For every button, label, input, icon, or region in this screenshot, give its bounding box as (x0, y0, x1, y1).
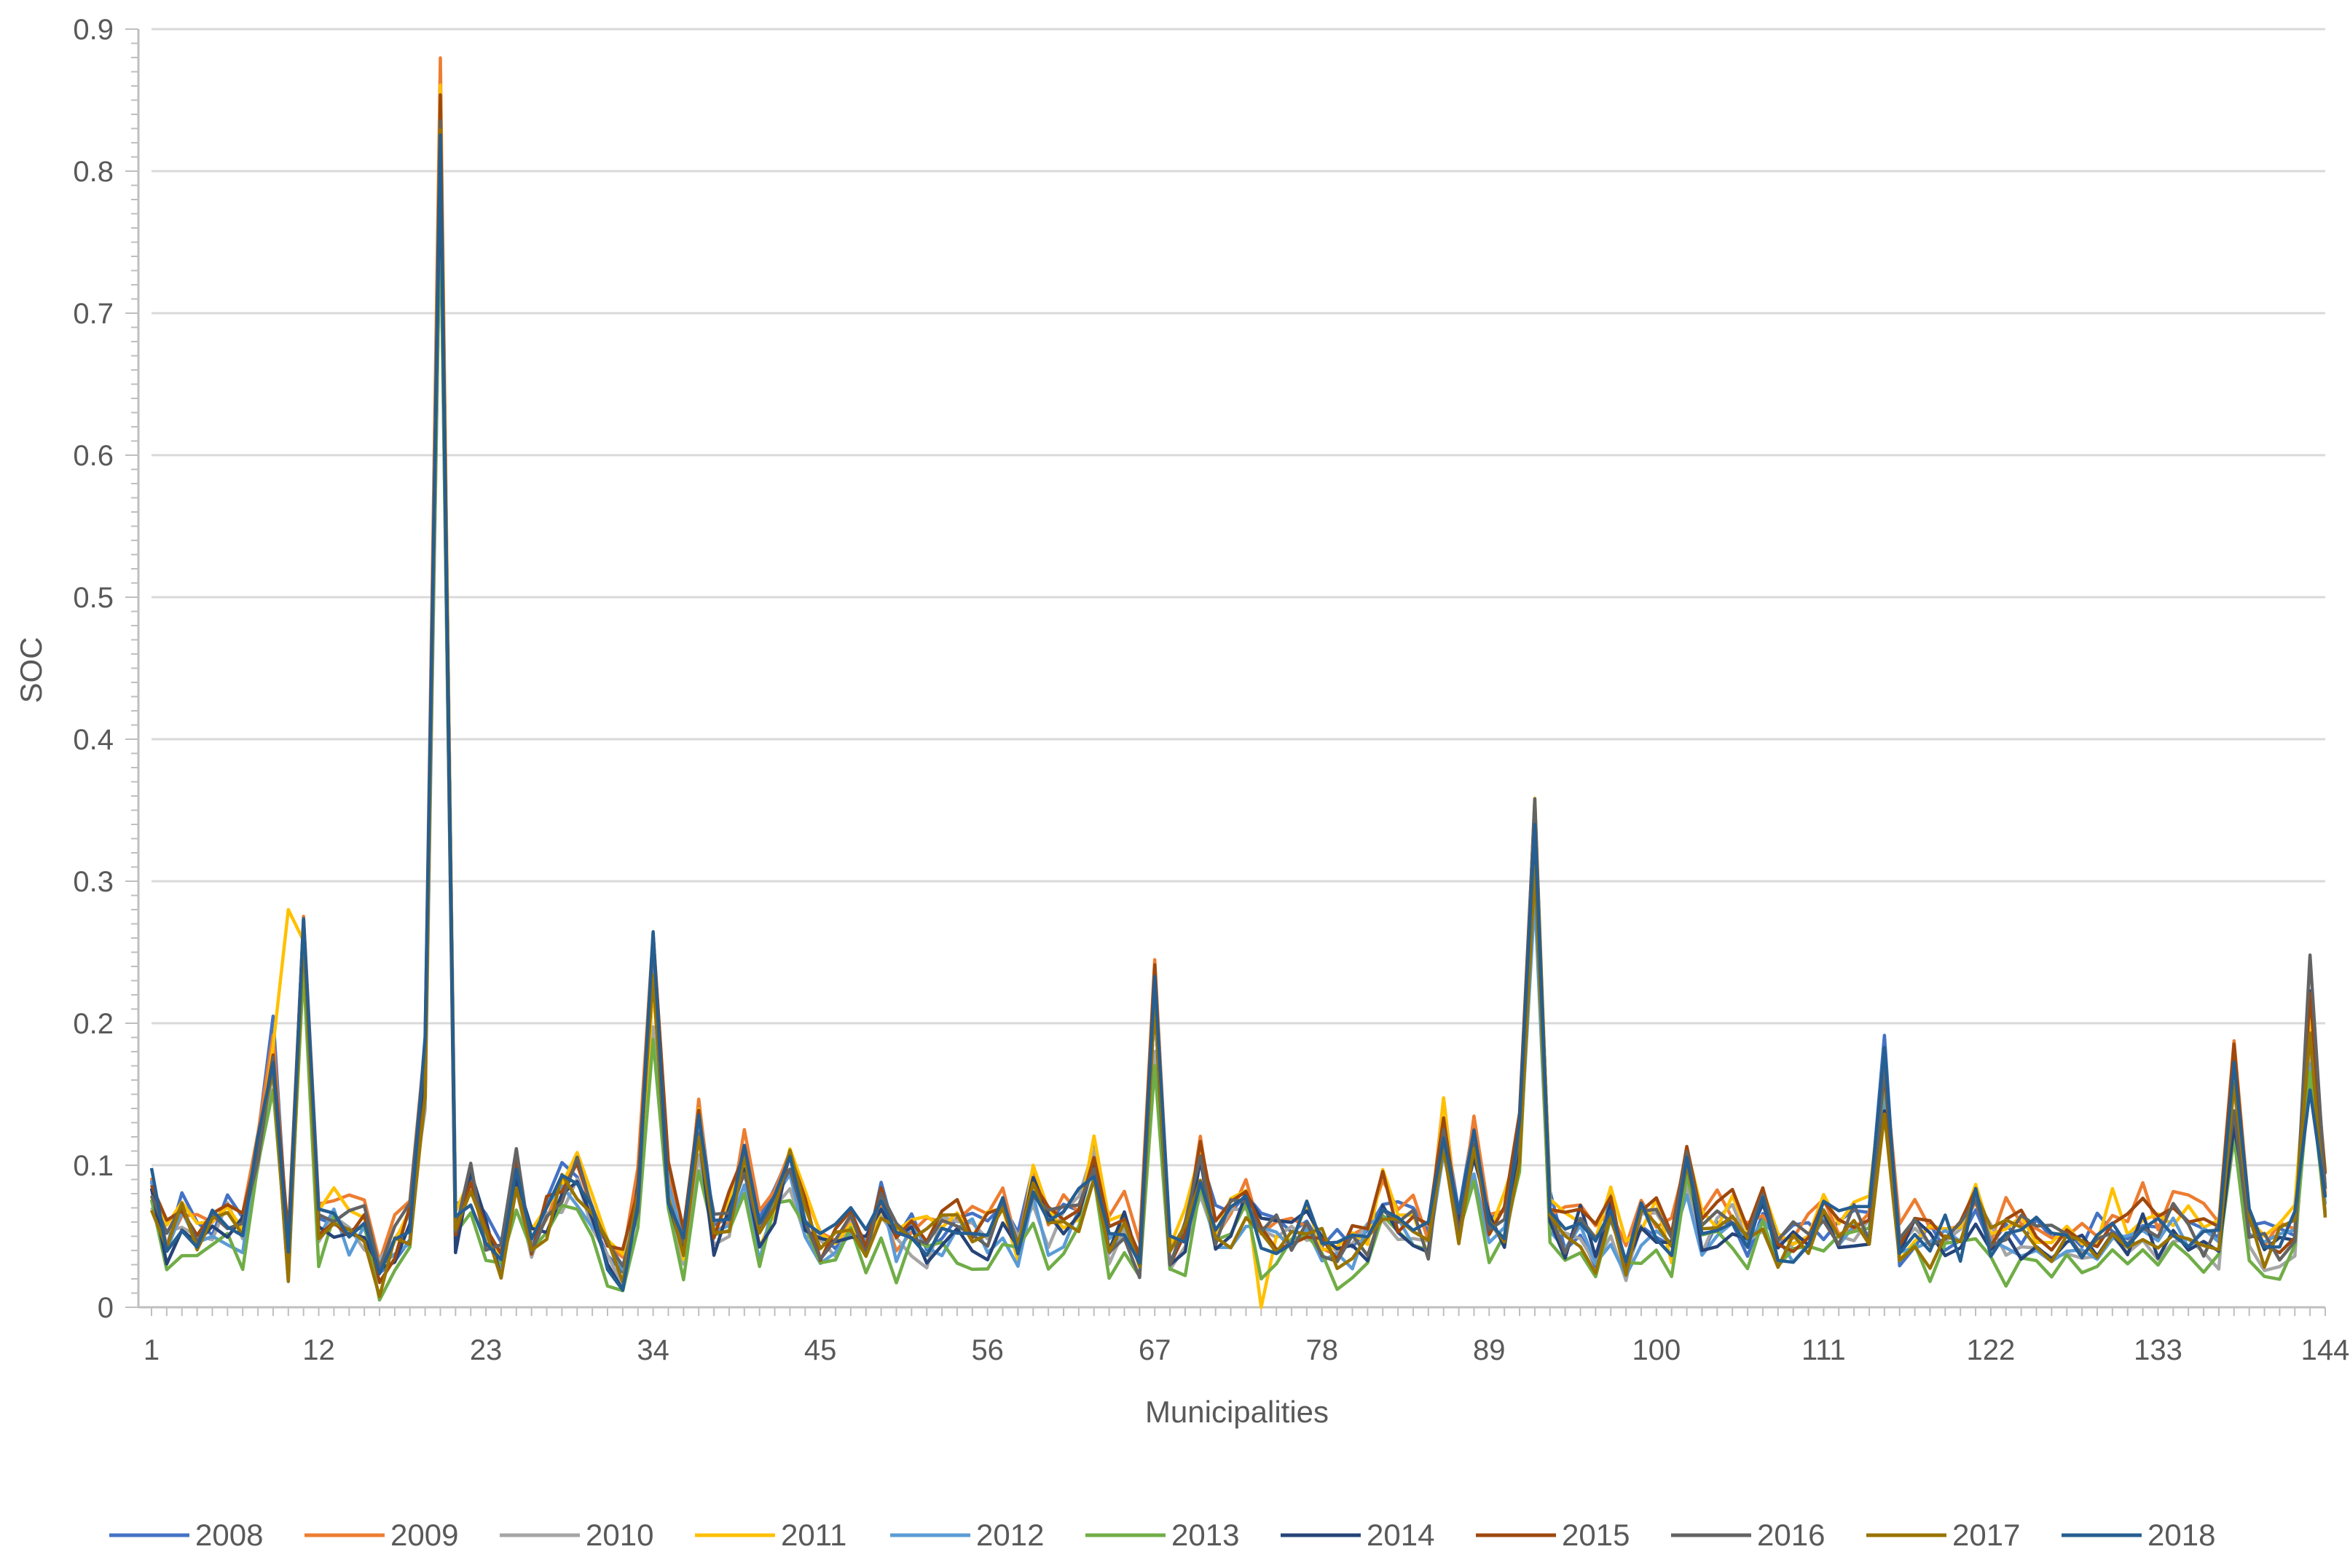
x-tick-label: 144 (2301, 1334, 2350, 1366)
series-line-2015 (149, 93, 2327, 1285)
x-tick-label: 23 (470, 1334, 503, 1366)
series-line-2016 (149, 119, 2327, 1280)
y-tick-label: 0.9 (73, 14, 114, 46)
x-tick-label: 56 (971, 1334, 1004, 1366)
series-line-2013 (149, 194, 2327, 1302)
y-tick-label: 0.5 (73, 582, 114, 614)
legend-label-2013: 2013 (1171, 1518, 1239, 1552)
series-line-2018 (149, 133, 2327, 1292)
tick-labels: 0 0.1 0.2 0.3 0.4 0.5 0.6 0.7 0.8 0.9 1 12 23 34 45 56 6… (73, 14, 2349, 1366)
legend-label-2017: 2017 (1952, 1518, 2020, 1552)
x-tick-label: 34 (637, 1334, 669, 1366)
x-tick-label: 45 (804, 1334, 837, 1366)
y-tick-label: 0.2 (73, 1008, 114, 1040)
gridlines (152, 28, 2325, 1167)
x-tick-label: 1 (144, 1334, 160, 1366)
y-tick-label: 0 (98, 1292, 114, 1324)
legend-label-2011: 2011 (781, 1518, 846, 1552)
x-tick-label: 122 (1967, 1334, 2016, 1366)
series-line-2008 (149, 98, 2327, 1275)
series-line-2009 (149, 56, 2327, 1264)
y-tick-label: 0.6 (73, 440, 114, 472)
legend-label-2018: 2018 (2147, 1518, 2215, 1552)
x-tick-label: 67 (1139, 1334, 1171, 1366)
x-tick-label: 133 (2134, 1334, 2182, 1366)
series-line-2012 (149, 191, 2327, 1283)
legend-label-2012: 2012 (976, 1518, 1044, 1552)
x-axis-title: Municipalities (1145, 1395, 1329, 1429)
legend-label-2016: 2016 (1757, 1518, 1825, 1552)
series-line-2017 (149, 127, 2327, 1299)
legend: 2008 2009 2010 2011 2012 2013 2014 2015 2016 2017… (109, 1518, 2215, 1552)
legend-label-2014: 2014 (1367, 1518, 1434, 1552)
y-tick-label: 0.1 (73, 1150, 114, 1182)
y-tick-label: 0.8 (73, 156, 114, 188)
x-tick-label: 89 (1473, 1334, 1506, 1366)
axes (125, 28, 2326, 1316)
y-tick-label: 0.4 (73, 724, 114, 756)
y-tick-label: 0.7 (73, 298, 114, 330)
x-tick-label: 100 (1632, 1334, 1681, 1366)
x-tick-label: 111 (1801, 1334, 1846, 1366)
legend-label-2010: 2010 (586, 1518, 653, 1552)
y-axis-title: SOC (14, 637, 48, 703)
legend-label-2015: 2015 (1562, 1518, 1630, 1552)
series-line-2010 (150, 197, 2327, 1288)
legend-label-2009: 2009 (390, 1518, 458, 1552)
legend-label-2008: 2008 (195, 1518, 263, 1552)
x-tick-label: 12 (302, 1334, 335, 1366)
series-line-2011 (150, 83, 2327, 1309)
series-line-2014 (149, 144, 2327, 1292)
series-lines (149, 56, 2327, 1309)
y-tick-label: 0.3 (73, 866, 114, 898)
x-tick-label: 78 (1306, 1334, 1339, 1366)
